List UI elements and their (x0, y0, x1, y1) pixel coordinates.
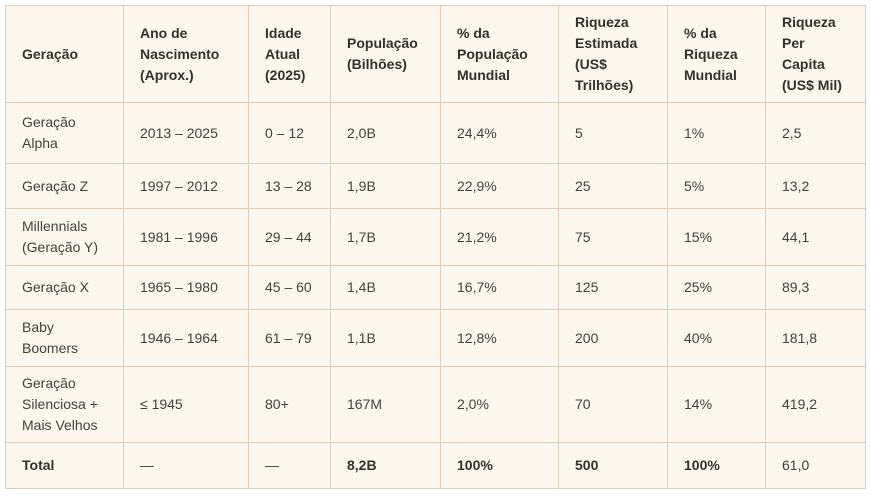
cell-generation: Geração Z (5, 163, 124, 209)
column-header-wealth-share: % da Riqueza Mundial (667, 5, 766, 103)
cell-population-share: 21,2% (440, 208, 559, 266)
cell-wealth-share: 14% (667, 366, 766, 443)
cell-population-share: 22,9% (440, 163, 559, 209)
table-header: Geração Ano de Nascimento (Aprox.) Idade… (5, 5, 866, 103)
cell-birth-year: 1946 – 1964 (123, 309, 249, 367)
table-row: Geração Z 1997 – 2012 13 – 28 1,9B 22,9%… (5, 163, 866, 209)
total-row: Total — — 8,2B 100% 500 100% 61,0 (5, 442, 866, 489)
table-row: Geração X 1965 – 1980 45 – 60 1,4B 16,7%… (5, 265, 866, 310)
cell-generation: Baby Boomers (5, 309, 124, 367)
cell-current-age: — (248, 442, 331, 489)
cell-wealth-share: 25% (667, 265, 766, 310)
cell-generation: Total (5, 442, 124, 489)
column-header-wealth-per-capita: Riqueza Per Capita (US$ Mil) (765, 5, 866, 103)
cell-population: 2,0B (330, 102, 441, 164)
cell-current-age: 29 – 44 (248, 208, 331, 266)
cell-wealth-per-capita: 13,2 (765, 163, 866, 209)
cell-wealth-per-capita: 44,1 (765, 208, 866, 266)
generations-wealth-table: Geração Ano de Nascimento (Aprox.) Idade… (5, 5, 866, 489)
cell-population-share: 12,8% (440, 309, 559, 367)
cell-birth-year: 1981 – 1996 (123, 208, 249, 266)
cell-current-age: 0 – 12 (248, 102, 331, 164)
cell-wealth-share: 1% (667, 102, 766, 164)
table-row: Baby Boomers 1946 – 1964 61 – 79 1,1B 12… (5, 309, 866, 367)
cell-estimated-wealth: 500 (558, 442, 668, 489)
column-header-generation: Geração (5, 5, 124, 103)
cell-wealth-per-capita: 181,8 (765, 309, 866, 367)
cell-current-age: 80+ (248, 366, 331, 443)
cell-generation: Millennials (Geração Y) (5, 208, 124, 266)
cell-generation: Geração X (5, 265, 124, 310)
cell-estimated-wealth: 75 (558, 208, 668, 266)
cell-wealth-share: 15% (667, 208, 766, 266)
cell-population: 8,2B (330, 442, 441, 489)
table-row: Geração Silenciosa + Mais Velhos ≤ 1945 … (5, 366, 866, 443)
table-row: Millennials (Geração Y) 1981 – 1996 29 –… (5, 208, 866, 266)
cell-population-share: 24,4% (440, 102, 559, 164)
cell-wealth-share: 100% (667, 442, 766, 489)
cell-birth-year: ≤ 1945 (123, 366, 249, 443)
column-header-population: População (Bilhões) (330, 5, 441, 103)
cell-generation: Geração Alpha (5, 102, 124, 164)
cell-population: 1,4B (330, 265, 441, 310)
cell-population-share: 100% (440, 442, 559, 489)
column-header-birth-year: Ano de Nascimento (Aprox.) (123, 5, 249, 103)
cell-population-share: 16,7% (440, 265, 559, 310)
cell-population-share: 2,0% (440, 366, 559, 443)
cell-population: 1,1B (330, 309, 441, 367)
cell-population: 167M (330, 366, 441, 443)
header-row: Geração Ano de Nascimento (Aprox.) Idade… (5, 5, 866, 103)
cell-wealth-share: 5% (667, 163, 766, 209)
cell-current-age: 61 – 79 (248, 309, 331, 367)
cell-estimated-wealth: 70 (558, 366, 668, 443)
cell-birth-year: — (123, 442, 249, 489)
cell-wealth-per-capita: 2,5 (765, 102, 866, 164)
cell-population: 1,7B (330, 208, 441, 266)
cell-current-age: 13 – 28 (248, 163, 331, 209)
table-row: Geração Alpha 2013 – 2025 0 – 12 2,0B 24… (5, 102, 866, 164)
cell-estimated-wealth: 25 (558, 163, 668, 209)
column-header-estimated-wealth: Riqueza Estimada (US$ Trilhões) (558, 5, 668, 103)
cell-wealth-per-capita: 89,3 (765, 265, 866, 310)
column-header-current-age: Idade Atual (2025) (248, 5, 331, 103)
cell-birth-year: 2013 – 2025 (123, 102, 249, 164)
cell-estimated-wealth: 125 (558, 265, 668, 310)
cell-population: 1,9B (330, 163, 441, 209)
cell-birth-year: 1997 – 2012 (123, 163, 249, 209)
cell-estimated-wealth: 200 (558, 309, 668, 367)
cell-generation: Geração Silenciosa + Mais Velhos (5, 366, 124, 443)
cell-current-age: 45 – 60 (248, 265, 331, 310)
cell-wealth-share: 40% (667, 309, 766, 367)
cell-estimated-wealth: 5 (558, 102, 668, 164)
cell-wealth-per-capita: 419,2 (765, 366, 866, 443)
column-header-population-share: % da População Mundial (440, 5, 559, 103)
cell-birth-year: 1965 – 1980 (123, 265, 249, 310)
table-body: Geração Alpha 2013 – 2025 0 – 12 2,0B 24… (5, 102, 866, 489)
cell-wealth-per-capita: 61,0 (765, 442, 866, 489)
